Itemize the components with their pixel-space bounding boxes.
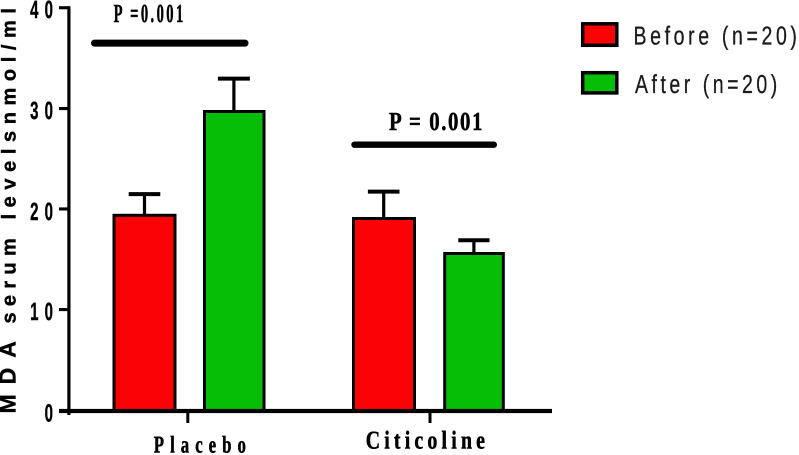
svg-text:0: 0 (45, 0, 53, 24)
svg-text:0: 0 (45, 97, 53, 125)
svg-text:After (n=20): After (n=20) (635, 69, 781, 99)
svg-text:0: 0 (45, 298, 53, 326)
svg-text:P =0.001: P =0.001 (114, 0, 186, 28)
svg-text:P = 0.001: P = 0.001 (389, 107, 484, 136)
svg-text:3: 3 (30, 97, 38, 125)
svg-text:1: 1 (30, 298, 38, 326)
svg-text:Placebo: Placebo (154, 433, 252, 455)
svg-text:0: 0 (45, 399, 53, 427)
svg-text:0: 0 (45, 198, 53, 226)
svg-text:serum: serum (0, 232, 20, 324)
svg-text:levelsnmol/ml: levelsnmol/ml (0, 1, 20, 219)
svg-text:2: 2 (30, 198, 38, 226)
svg-text:4: 4 (30, 0, 38, 24)
svg-text:Before (n=20): Before (n=20) (634, 20, 799, 50)
svg-text:MDA: MDA (0, 331, 20, 413)
svg-text:Citicoline: Citicoline (366, 426, 489, 455)
